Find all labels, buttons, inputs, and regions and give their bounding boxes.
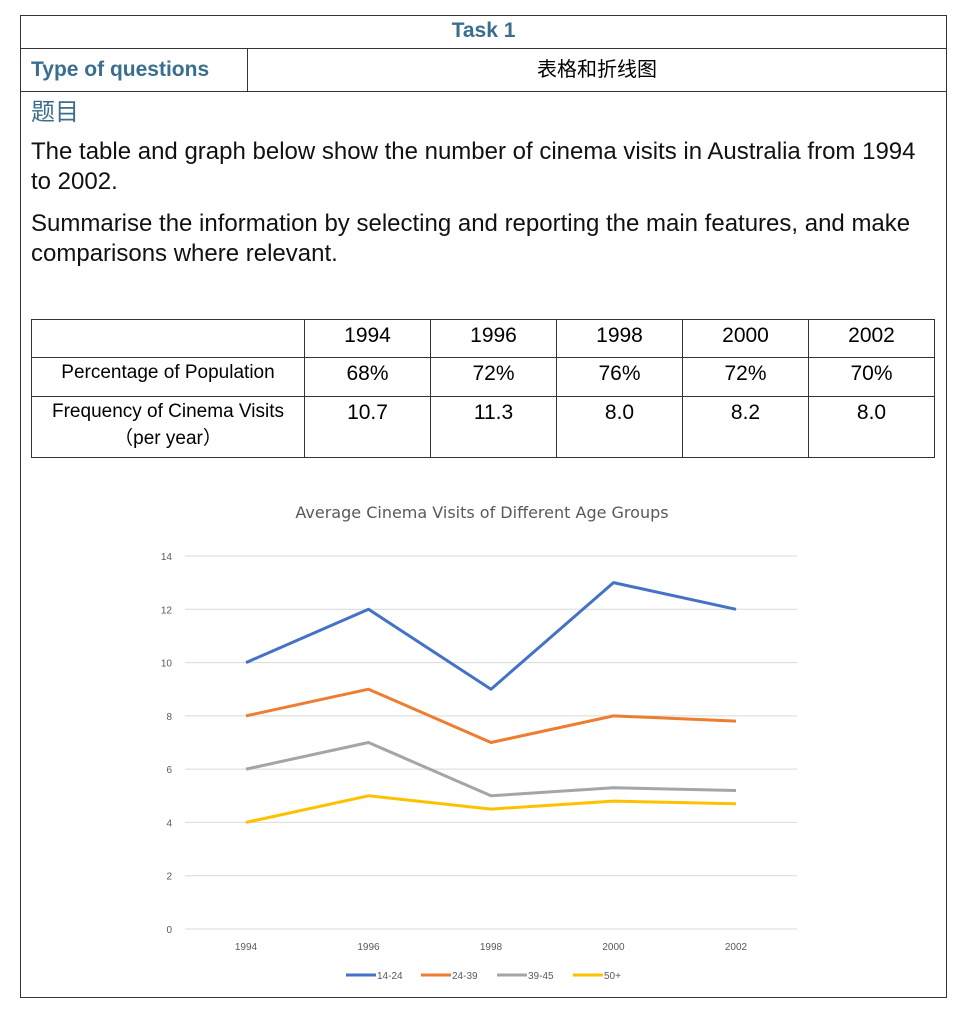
y-tick-label: 4: [166, 818, 172, 829]
x-tick-label: 1998: [480, 942, 503, 953]
type-row: Type of questions 表格和折线图: [20, 48, 947, 92]
task-frame: [20, 15, 947, 998]
cell: 8.0: [556, 396, 683, 458]
x-tick-label: 2002: [725, 942, 748, 953]
y-tick-label: 0: [166, 925, 172, 936]
task-title: Task 1: [20, 15, 947, 49]
y-tick-label: 2: [166, 872, 172, 883]
prompt-paragraph-2: Summarise the information by selecting a…: [31, 210, 911, 267]
type-value: 表格和折线图: [537, 59, 657, 81]
y-tick-label: 12: [161, 605, 173, 616]
row-label-sub: （per year）: [114, 428, 222, 449]
x-tick-label: 1994: [235, 942, 258, 953]
x-tick-label: 2000: [602, 942, 625, 953]
x-tick-label: 1996: [357, 942, 380, 953]
prompt-heading: 题目: [31, 99, 79, 126]
cell: 72%: [430, 357, 557, 397]
legend-label: 50+: [604, 971, 621, 982]
y-tick-label: 6: [166, 765, 172, 776]
row-label: Percentage of Population: [31, 357, 305, 397]
legend-label: 24-39: [452, 971, 478, 982]
cell: 8.2: [682, 396, 809, 458]
cell: 11.3: [430, 396, 557, 458]
year-header: 1996: [430, 319, 557, 358]
row-label: Frequency of Cinema Visits （per year）: [31, 396, 305, 458]
legend-label: 39-45: [528, 971, 554, 982]
y-tick-label: 8: [166, 712, 172, 723]
year-header: 2002: [808, 319, 935, 358]
cell: 8.0: [808, 396, 935, 458]
y-tick-label: 10: [161, 659, 173, 670]
cell: 10.7: [304, 396, 431, 458]
legend-label: 14-24: [377, 971, 403, 982]
row-label-main: Frequency of Cinema Visits: [52, 401, 284, 422]
series-line-14-24: [245, 581, 737, 691]
type-label: Type of questions: [21, 49, 248, 91]
prompt-paragraph-1: The table and graph below show the numbe…: [31, 138, 916, 195]
chart-title: Average Cinema Visits of Different Age G…: [295, 503, 668, 522]
data-table: 1994 1996 1998 2000 2002 Percentage of P…: [31, 319, 935, 458]
y-tick-label: 14: [161, 552, 173, 563]
